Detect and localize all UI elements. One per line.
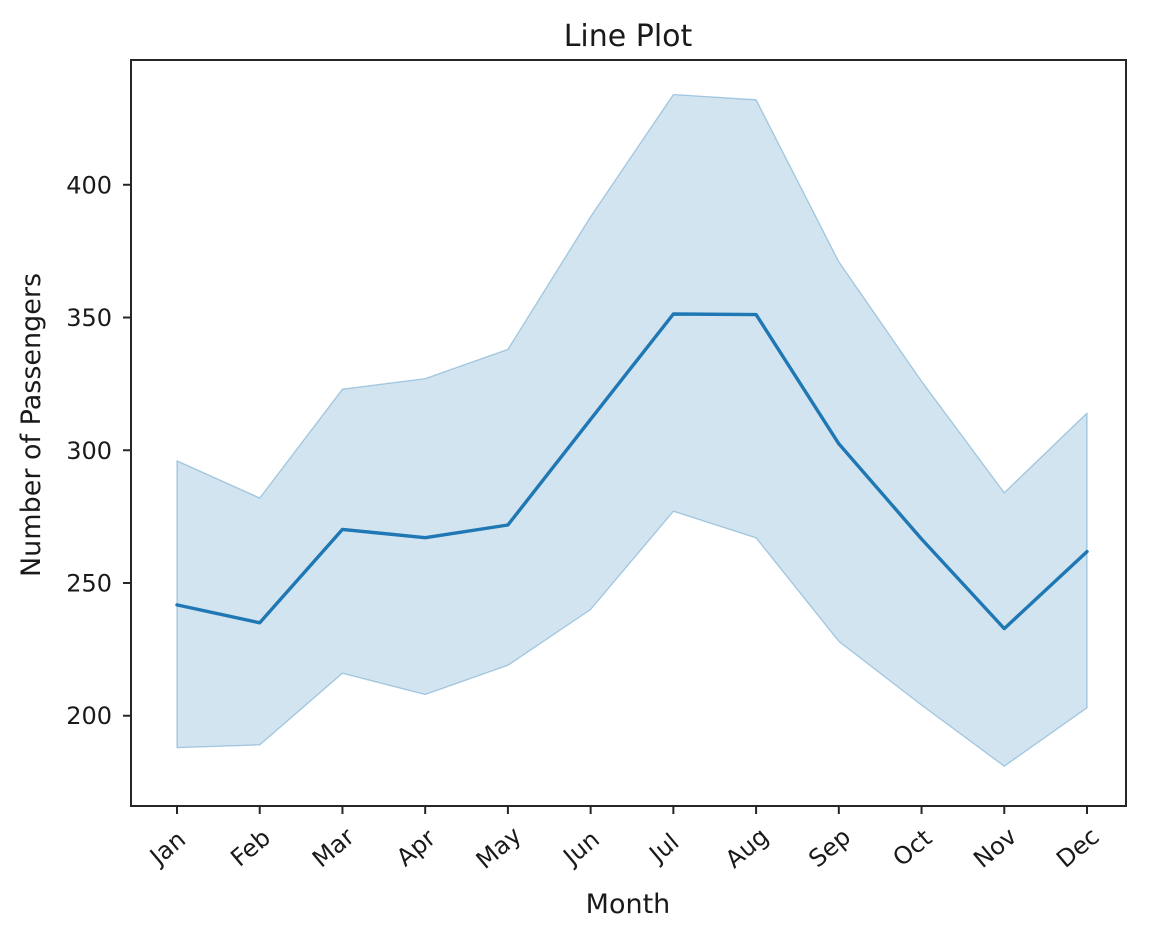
y-axis-label: Number of Passengers: [16, 273, 47, 577]
x-tick-label: Nov: [968, 822, 1022, 874]
x-tick-label: Mar: [307, 823, 360, 874]
y-axis-ticks: 200 250 300 350 400: [66, 171, 131, 730]
y-tick-label: 350: [66, 304, 112, 332]
x-axis-ticks: Jan Feb Mar Apr May Jun Jul Aug Sep Oct Nov Dec: [143, 806, 1105, 875]
mean-line-path: [175, 312, 1089, 631]
mean-line: [175, 312, 1089, 631]
x-tick-label: Jun: [557, 825, 605, 872]
plot-frame: [130, 59, 1127, 807]
x-tick-label: May: [471, 821, 527, 874]
confidence-band-area: [176, 93, 1088, 767]
chart-title: Line Plot: [564, 19, 693, 54]
x-tick-label: Feb: [225, 823, 276, 872]
confidence-band: [176, 93, 1088, 767]
x-tick-label: Apr: [391, 824, 441, 872]
y-tick-label: 300: [66, 437, 112, 465]
x-tick-label: Jul: [643, 828, 685, 869]
y-tick-label: 200: [66, 702, 112, 730]
y-tick-label: 250: [66, 569, 112, 597]
x-tick-label: Oct: [888, 824, 938, 872]
x-tick-label: Dec: [1051, 822, 1105, 873]
x-tick-label: Jan: [143, 825, 191, 872]
x-tick-label: Sep: [803, 823, 856, 874]
x-axis-label: Month: [586, 889, 671, 920]
y-tick-label: 400: [66, 171, 112, 199]
x-tick-label: Aug: [720, 822, 774, 874]
